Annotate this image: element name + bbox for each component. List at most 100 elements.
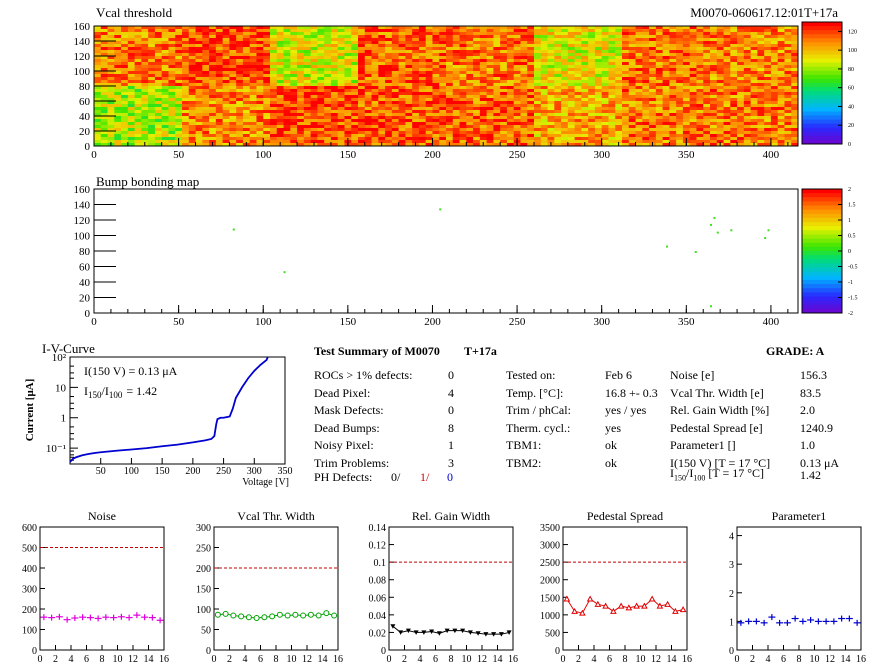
vcal-cell: [635, 92, 643, 96]
vcal-cell: [121, 116, 129, 120]
vcal-cell: [601, 125, 609, 129]
vcal-cell: [655, 65, 664, 69]
vcal-cell: [263, 101, 271, 105]
vcal-cell: [297, 131, 305, 135]
vcal-cell: [588, 38, 596, 42]
vcal-cell: [107, 134, 115, 138]
vcal-cell: [520, 131, 528, 135]
vcal-cell: [479, 62, 488, 66]
vcal-cell: [486, 35, 494, 39]
palette-swatch: [802, 308, 842, 314]
vcal-cell: [594, 140, 603, 144]
vcal-cell: [710, 65, 718, 69]
vcal-cell: [229, 101, 237, 105]
vcal-cell: [527, 128, 535, 132]
vcal-cell: [594, 119, 603, 123]
vcal-cell: [466, 98, 474, 102]
vcal-cell: [547, 74, 555, 78]
vcal-cell: [635, 65, 643, 69]
vcal-cell: [743, 83, 752, 87]
vcal-cell: [398, 44, 406, 48]
vcal-cell: [676, 116, 684, 120]
vcal-cell: [689, 65, 697, 69]
vcal-cell: [601, 65, 609, 69]
palette-swatch: [802, 267, 842, 273]
vcal-cell: [249, 104, 257, 108]
vcal-cell: [330, 32, 339, 36]
roc-point: [230, 612, 237, 619]
vcal-cell: [493, 104, 501, 108]
vcal-cell: [459, 131, 467, 135]
vcal-cell: [662, 143, 670, 147]
vcal-cell: [351, 110, 359, 114]
vcal-cell: [574, 143, 582, 147]
vcal-cell: [635, 26, 643, 30]
vcal-cell: [757, 122, 765, 126]
vcal-cell: [425, 65, 433, 69]
vcal-cell: [594, 32, 603, 36]
vcal-cell: [141, 38, 149, 42]
vcal-cell: [662, 71, 670, 75]
vcal-cell: [324, 68, 332, 72]
vcal-cell: [479, 116, 488, 120]
vcal-cell: [188, 80, 196, 84]
palette-swatch: [802, 107, 842, 112]
vcal-cell: [527, 44, 535, 48]
vcal-cell: [412, 74, 420, 78]
vcal-cell: [364, 59, 372, 63]
vcal-cell: [242, 77, 251, 81]
vcal-cell: [351, 137, 359, 141]
vcal-cell: [710, 137, 718, 141]
vcal-cell: [127, 125, 136, 129]
vcal-cell: [236, 41, 244, 45]
vcal-cell: [121, 68, 129, 72]
y-tick-label: 20: [79, 126, 91, 138]
vcal-cell: [500, 35, 508, 39]
roc-series-line: [566, 598, 684, 614]
vcal-cell: [236, 122, 244, 126]
vcal-cell: [655, 104, 664, 108]
vcal-cell: [473, 71, 481, 75]
vcal-cell: [148, 104, 156, 108]
vcal-cell: [784, 95, 792, 99]
vcal-cell: [229, 77, 237, 81]
vcal-cell: [770, 77, 779, 81]
vcal-cell: [615, 89, 623, 93]
vcal-cell: [222, 44, 230, 48]
vcal-cell: [256, 65, 264, 69]
vcal-cell: [405, 107, 413, 111]
vcal-cell: [567, 104, 576, 108]
vcal-cell: [391, 53, 400, 57]
vcal-cell: [249, 50, 257, 54]
vcal-cell: [452, 116, 460, 120]
vcal-cell: [567, 95, 576, 99]
vcal-cell: [378, 137, 386, 141]
vcal-cell: [229, 116, 237, 120]
vcal-cell: [554, 107, 562, 111]
vcal-cell: [290, 74, 298, 78]
vcal-cell: [398, 56, 406, 60]
vcal-cell: [188, 68, 196, 72]
vcal-cell: [635, 32, 643, 36]
vcal-cell: [317, 38, 325, 42]
roc-x-tick-label: 10: [462, 654, 472, 665]
vcal-cell: [608, 92, 616, 96]
summary-mid-label: Therm. cycl.:: [506, 420, 571, 435]
vcal-cell: [378, 71, 386, 75]
vcal-cell: [297, 44, 305, 48]
vcal-cell: [628, 113, 636, 117]
vcal-cell: [405, 122, 413, 126]
x-tick-label: 400: [763, 149, 780, 161]
vcal-cell: [209, 50, 217, 54]
vcal-cell: [547, 62, 555, 66]
vcal-cell: [283, 143, 291, 147]
palette-swatch: [802, 83, 842, 88]
vcal-cell: [506, 113, 515, 117]
vcal-cell: [188, 92, 196, 96]
vcal-cell: [371, 50, 379, 54]
roc-x-tick-label: 16: [508, 654, 518, 665]
vcal-cell: [554, 35, 562, 39]
vcal-cell: [161, 107, 169, 111]
vcal-cell: [730, 26, 738, 30]
vcal-cell: [412, 50, 420, 54]
